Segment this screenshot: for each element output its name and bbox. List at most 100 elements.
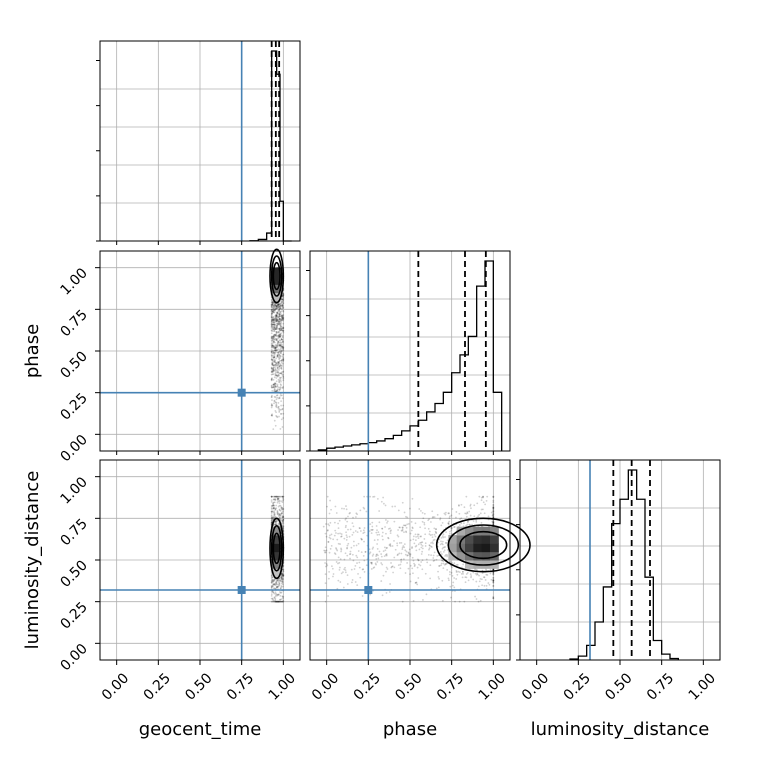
scatter-geocent-time-vs-phase-point (277, 351, 279, 354)
scatter-geocent-time-vs-luminosity-distance-point (282, 507, 285, 510)
scatter-phase-vs-luminosity-distance-point (329, 521, 332, 524)
scatter-geocent-time-vs-phase-point (280, 418, 283, 421)
scatter-geocent-time-vs-phase-point (278, 350, 281, 353)
scatter-geocent-time-vs-phase-point (275, 313, 278, 316)
scatter-geocent-time-vs-phase-point (278, 308, 281, 311)
scatter-phase-vs-luminosity-distance-point (401, 526, 404, 529)
scatter-phase-vs-luminosity-distance-point (365, 510, 368, 513)
scatter-geocent-time-vs-luminosity-distance-point (279, 518, 282, 521)
scatter-geocent-time-vs-luminosity-distance-point (272, 587, 275, 590)
scatter-geocent-time-vs-phase-point (278, 314, 281, 317)
scatter-geocent-time-vs-phase-point (281, 327, 284, 329)
scatter-geocent-time-vs-phase-point (274, 366, 277, 368)
scatter-geocent-time-vs-luminosity-distance-point (275, 585, 278, 588)
scatter-geocent-time-vs-luminosity-distance-point (280, 500, 282, 503)
scatter-geocent-time-vs-luminosity-distance-point (281, 580, 284, 583)
scatter-geocent-time-vs-phase-point (270, 309, 273, 311)
scatter-geocent-time-vs-phase-point (278, 380, 281, 383)
scatter-geocent-time-vs-phase-point (274, 304, 276, 306)
scatter-geocent-time-vs-phase-point (282, 327, 285, 330)
scatter-phase-vs-luminosity-distance-point (383, 546, 386, 549)
scatter-geocent-time-vs-phase-point (280, 359, 283, 362)
scatter-geocent-time-vs-phase-point (275, 371, 278, 374)
scatter-phase-vs-luminosity-distance-point (405, 550, 408, 553)
scatter-geocent-time-vs-phase-point (272, 316, 275, 318)
scatter-geocent-time-vs-luminosity-distance-point (270, 586, 273, 588)
scatter-geocent-time-vs-phase-point (276, 343, 279, 346)
scatter-geocent-time-vs-phase-point (270, 314, 273, 317)
scatter-phase-vs-luminosity-distance-point (481, 584, 484, 587)
scatter-geocent-time-vs-luminosity-distance-point (275, 520, 277, 523)
y-tick-label: 0.75 (57, 516, 90, 549)
scatter-phase-vs-luminosity-distance-point (434, 535, 437, 538)
scatter-geocent-time-vs-phase-point (274, 334, 276, 337)
scatter-phase-vs-luminosity-distance-point (330, 508, 332, 511)
scatter-geocent-time-vs-phase-point (280, 351, 282, 354)
scatter-phase-vs-luminosity-distance-point (350, 546, 353, 549)
scatter-phase-vs-luminosity-distance-density-cell (473, 551, 483, 561)
scatter-geocent-time-vs-phase-point (275, 331, 278, 334)
scatter-geocent-time-vs-phase-point (277, 362, 280, 365)
scatter-phase-vs-luminosity-distance-point (356, 556, 359, 559)
scatter-geocent-time-vs-phase-point (276, 311, 279, 314)
scatter-phase-vs-luminosity-distance-point (376, 548, 379, 550)
scatter-geocent-time-vs-phase-point (274, 382, 277, 385)
scatter-geocent-time-vs-phase-point (277, 323, 279, 326)
scatter-geocent-time-vs-phase-point (277, 364, 279, 366)
scatter-geocent-time-vs-phase-point (275, 307, 278, 310)
scatter-phase-vs-luminosity-distance-point (412, 572, 414, 575)
scatter-geocent-time-vs-luminosity-distance-point (277, 523, 280, 526)
scatter-phase-vs-luminosity-distance-point (352, 516, 354, 519)
scatter-geocent-time-vs-luminosity-distance-point (280, 573, 283, 575)
scatter-geocent-time-vs-phase-point (273, 388, 276, 391)
scatter-geocent-time-vs-phase-point (281, 373, 284, 376)
scatter-geocent-time-vs-phase-point (277, 361, 280, 364)
scatter-phase-vs-luminosity-distance-point (481, 572, 484, 575)
scatter-geocent-time-vs-phase-point (277, 303, 279, 306)
scatter-geocent-time-vs-phase-point (274, 319, 277, 322)
scatter-phase-vs-luminosity-distance-point (408, 548, 411, 551)
scatter-geocent-time-vs-phase-point (281, 317, 283, 320)
scatter-geocent-time-vs-phase-point (273, 399, 276, 402)
scatter-phase-vs-luminosity-distance-point (389, 583, 391, 585)
scatter-geocent-time-vs-luminosity-distance-point (275, 519, 278, 521)
scatter-geocent-time-vs-phase-point (274, 341, 276, 344)
scatter-geocent-time-vs-phase-point (278, 376, 281, 379)
scatter-geocent-time-vs-phase-point (270, 338, 273, 340)
scatter-geocent-time-vs-phase-point (279, 413, 282, 415)
scatter-phase-vs-luminosity-distance-point (462, 563, 465, 566)
scatter-geocent-time-vs-phase-point (275, 315, 277, 317)
scatter-geocent-time-vs-phase-point (280, 359, 283, 362)
scatter-geocent-time-vs-phase-point (272, 357, 275, 359)
scatter-geocent-time-vs-phase-point (270, 348, 273, 351)
y-tick-label: 0.25 (57, 390, 90, 423)
scatter-phase-vs-luminosity-distance-point (407, 523, 410, 525)
scatter-geocent-time-vs-phase-point (272, 319, 275, 322)
scatter-geocent-time-vs-phase-point (274, 368, 277, 371)
scatter-geocent-time-vs-phase-point (276, 311, 279, 314)
scatter-geocent-time-vs-phase-point (270, 359, 273, 361)
scatter-geocent-time-vs-luminosity-distance-point (273, 515, 276, 517)
scatter-phase-vs-luminosity-distance-point (449, 585, 452, 588)
scatter-geocent-time-vs-phase-point (277, 378, 280, 381)
scatter-geocent-time-vs-luminosity-distance-point (280, 591, 283, 594)
scatter-phase-vs-luminosity-distance-point (441, 535, 444, 538)
scatter-geocent-time-vs-phase-point (270, 378, 273, 380)
scatter-geocent-time-vs-phase-point (280, 352, 282, 355)
scatter-geocent-time-vs-phase-point (270, 316, 273, 318)
scatter-geocent-time-vs-phase-point (276, 306, 279, 309)
scatter-phase-vs-luminosity-distance-point (485, 499, 488, 502)
scatter-phase-vs-luminosity-distance-point (446, 554, 449, 556)
scatter-geocent-time-vs-phase-point (279, 364, 282, 367)
scatter-geocent-time-vs-phase-point (279, 408, 282, 411)
scatter-phase-vs-luminosity-distance-point (327, 577, 330, 580)
scatter-phase-vs-luminosity-distance-point (324, 546, 327, 549)
scatter-geocent-time-vs-phase-point (273, 340, 275, 343)
scatter-phase-vs-luminosity-distance-point (343, 568, 346, 571)
scatter-phase-vs-luminosity-distance-point (424, 533, 427, 536)
scatter-geocent-time-vs-luminosity-distance-point (274, 584, 277, 586)
scatter-phase-vs-luminosity-distance-point (347, 515, 349, 518)
scatter-geocent-time-vs-luminosity-distance-point (270, 516, 273, 519)
scatter-phase-vs-luminosity-distance-point (415, 535, 417, 538)
scatter-geocent-time-vs-phase-point (271, 361, 274, 364)
